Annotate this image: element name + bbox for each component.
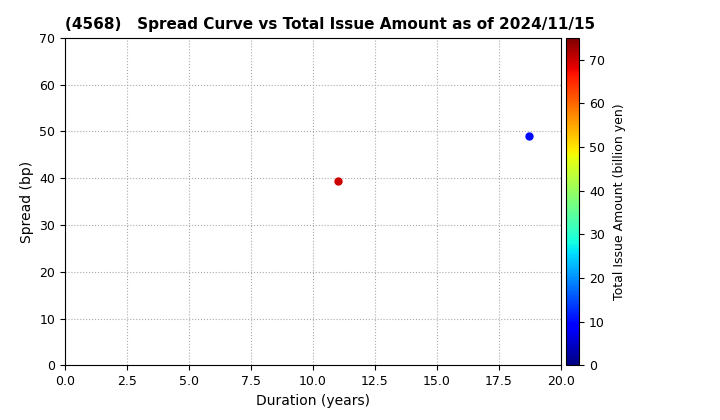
Y-axis label: Spread (bp): Spread (bp): [19, 160, 34, 243]
Y-axis label: Total Issue Amount (billion yen): Total Issue Amount (billion yen): [613, 103, 626, 300]
X-axis label: Duration (years): Duration (years): [256, 394, 370, 408]
Point: [523, 133, 534, 139]
Text: (4568)   Spread Curve vs Total Issue Amount as of 2024/11/15: (4568) Spread Curve vs Total Issue Amoun…: [65, 18, 595, 32]
Point: [332, 177, 343, 184]
